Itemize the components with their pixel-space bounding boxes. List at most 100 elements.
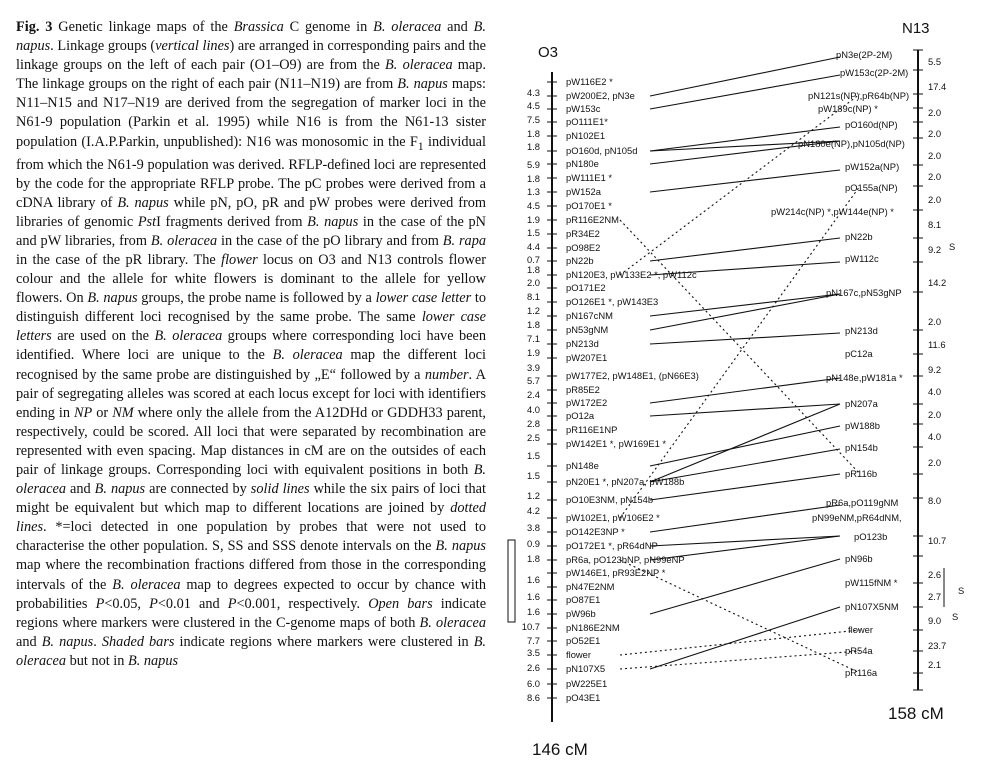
o3-distance: 2.5 [527, 432, 540, 443]
n13-distance: 2.0 [928, 107, 941, 118]
o3-locus-label: pN180e [566, 158, 599, 169]
n13-distance: 9.2 [928, 244, 941, 255]
caption-segment: B. oleracea [272, 347, 343, 364]
o3-distance: 1.9 [527, 214, 540, 225]
solid-link [649, 558, 841, 615]
o3-locus-label: pN186E2NM [566, 622, 620, 633]
o3-distance: 1.8 [527, 319, 540, 330]
solid-link [649, 403, 841, 483]
caption-segment: map to degrees expected to occur by chan… [16, 576, 486, 612]
n13-locus-label: pN96b [845, 553, 873, 564]
caption-segment: B. oleracea [112, 576, 181, 593]
o3-distance: 0.9 [527, 538, 540, 549]
figure-caption: Fig. 3 Genetic linkage maps of the Brass… [16, 18, 486, 671]
o3-distance: 1.6 [527, 591, 540, 602]
caption-segment: map. The linkage groups on the right of … [16, 57, 486, 93]
caption-segment: P [95, 595, 105, 612]
caption-segment: B. oleracea [154, 328, 223, 345]
n13-distance: 2.0 [928, 457, 941, 468]
caption-segment: ) are arranged in corresponding pairs an… [16, 38, 486, 74]
n13-distance: 2.0 [928, 150, 941, 161]
n13-locus-label: pC12a [845, 348, 873, 359]
caption-segment: solid lines [250, 481, 310, 498]
o3-locus-label: pO142E3NP * [566, 526, 625, 537]
n13-locus-label: pN121s(NP),pR64b(NP) [808, 90, 909, 101]
caption-segment: indicate regions where markers were clus… [174, 633, 474, 650]
o3-distance: 1.5 [527, 227, 540, 238]
solid-link [649, 74, 841, 110]
caption-segment: P [227, 595, 237, 612]
o3-locus-label: pW177E2, pW148E1, (pN66E3) [566, 370, 699, 381]
solid-link [649, 140, 841, 165]
o3-distance: 1.2 [527, 490, 540, 501]
o3-distance: 1.9 [527, 347, 540, 358]
correspondence-lines [619, 56, 861, 674]
o3-distance: 2.0 [527, 277, 540, 288]
o3-distance: 1.3 [527, 186, 540, 197]
n13-distance: 4.0 [928, 386, 941, 397]
caption-segment: Shaded bars [101, 633, 175, 650]
caption-segment: maps: N11–N15 and N17–N19 are derived fr… [16, 76, 486, 150]
n13-locus-label: pW153c(2P-2M) [840, 67, 908, 78]
o3-locus-label: pR116E1NP [566, 424, 617, 435]
caption-segment: Pst [137, 213, 157, 230]
n13-distance: 4.0 [928, 431, 941, 442]
n13-locus-label: pO123b [854, 531, 887, 542]
o3-locus-ticks [547, 81, 557, 699]
n13-locus-labels: pN3e(2P-2M) pW153c(2P-2M) pN121s(NP),pR64b… [771, 49, 909, 678]
n13-distance: 2.0 [928, 171, 941, 182]
o3-distance: 1.2 [527, 305, 540, 316]
o3-distance: 3.8 [527, 522, 540, 533]
n13-locus-label: pW189c(NP) * [818, 103, 878, 114]
o3-locus-label: pN47E2NM [566, 581, 615, 592]
o3-locus-label: pN22b [566, 255, 594, 266]
o3-total-length: 146 cM [532, 740, 588, 759]
n13-locus-label: pN207a [845, 398, 879, 409]
o3-locus-label: pN148e [566, 460, 599, 471]
o3-locus-label: pW172E2 [566, 397, 607, 408]
n13-locus-label: pW112c [845, 253, 879, 264]
solid-link [649, 293, 841, 331]
n13-locus-label: pR6a,pO119gNM [826, 497, 898, 508]
caption-segment: groups, the probe name is followed by a [137, 290, 376, 307]
caption-segment: individual from which the N61-9 populati… [16, 133, 486, 211]
caption-segment: in the case of the pO library and from [217, 232, 443, 249]
o3-distance: 1.5 [527, 470, 540, 481]
solid-link [649, 56, 841, 97]
solid-link [649, 473, 841, 501]
figure-label: Fig. 3 [16, 19, 53, 35]
solid-link [649, 140, 841, 152]
n13-distance: 2.0 [928, 194, 941, 205]
o3-locus-label: pW225E1 [566, 678, 607, 689]
n13-locus-label: flower [848, 624, 873, 635]
o3-distance: 1.8 [527, 128, 540, 139]
o3-distance: 8.1 [527, 291, 540, 302]
solid-link [649, 403, 841, 417]
n13-locus-label: pO160d(NP) [845, 119, 898, 130]
n13-distance: 2.0 [928, 316, 941, 327]
o3-locus-label: pO111E1* [566, 116, 608, 127]
solid-link [649, 535, 841, 561]
dotted-link [619, 650, 861, 670]
o3-locus-label: pR116E2NM [566, 214, 619, 225]
caption-segment: 1 [417, 138, 424, 153]
n13-distances: 5.5 17.4 2.0 2.0 2.0 2.0 2.0 8.1 9.2 14.2 2.0 11.6 9… [928, 56, 946, 670]
o3-distance: 10.7 [522, 621, 540, 632]
n13-locus-label: pN22b [845, 231, 873, 242]
n13-locus-label: pO155a(NP) [845, 182, 898, 193]
caption-segment: B. oleracea [16, 462, 486, 498]
o3-locus-label: pW146E1, pR93E2NP * [566, 567, 666, 578]
caption-segment: groups where corresponding loci have bee… [16, 328, 486, 364]
o3-title: O3 [538, 44, 558, 61]
caption-segment: vertical lines [155, 38, 230, 55]
o3-distance: 4.5 [527, 200, 540, 211]
caption-segment: dotted lines [16, 500, 486, 536]
o3-locus-label: pN120E3, pW133E2 *, pW112c [566, 269, 697, 280]
o3-locus-label: pO12a [566, 410, 595, 421]
caption-segment: B. napus [435, 538, 486, 555]
n13-locus-label: pW214c(NP) *,pW144e(NP) * [771, 206, 894, 217]
caption-segment: and [16, 633, 42, 650]
solid-link [649, 535, 841, 547]
o3-distance: 1.8 [527, 173, 540, 184]
n13-distance: 2.6 [928, 569, 941, 580]
